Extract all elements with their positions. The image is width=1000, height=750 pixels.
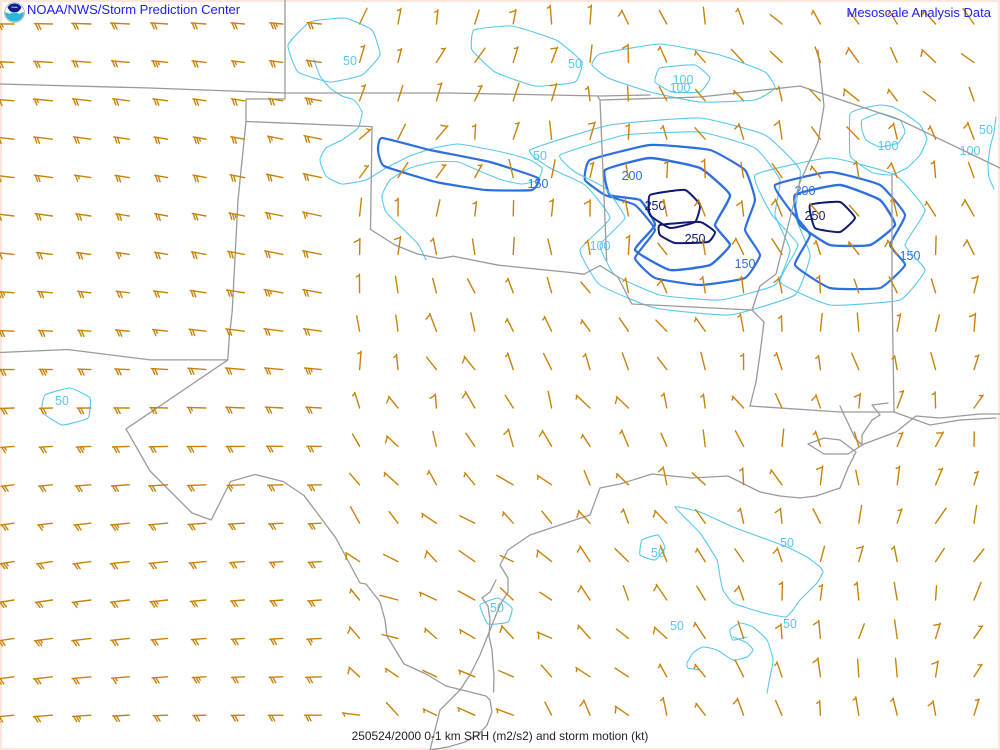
svg-text:50: 50 bbox=[55, 394, 69, 408]
svg-text:100: 100 bbox=[960, 144, 981, 158]
svg-text:50: 50 bbox=[780, 536, 794, 550]
svg-text:150: 150 bbox=[528, 177, 549, 191]
svg-text:250: 250 bbox=[685, 232, 706, 246]
svg-text:200: 200 bbox=[622, 169, 643, 183]
svg-text:50: 50 bbox=[568, 57, 582, 71]
svg-text:150: 150 bbox=[735, 257, 756, 271]
svg-text:50: 50 bbox=[670, 619, 684, 633]
svg-text:150: 150 bbox=[900, 249, 921, 263]
svg-text:50: 50 bbox=[783, 617, 797, 631]
svg-text:100: 100 bbox=[673, 73, 694, 87]
svg-text:50: 50 bbox=[343, 54, 357, 68]
svg-text:NOAA: NOAA bbox=[12, 6, 18, 9]
svg-text:50: 50 bbox=[979, 123, 993, 137]
svg-text:100: 100 bbox=[590, 239, 611, 253]
svg-text:50: 50 bbox=[533, 149, 547, 163]
svg-text:250: 250 bbox=[805, 209, 826, 223]
